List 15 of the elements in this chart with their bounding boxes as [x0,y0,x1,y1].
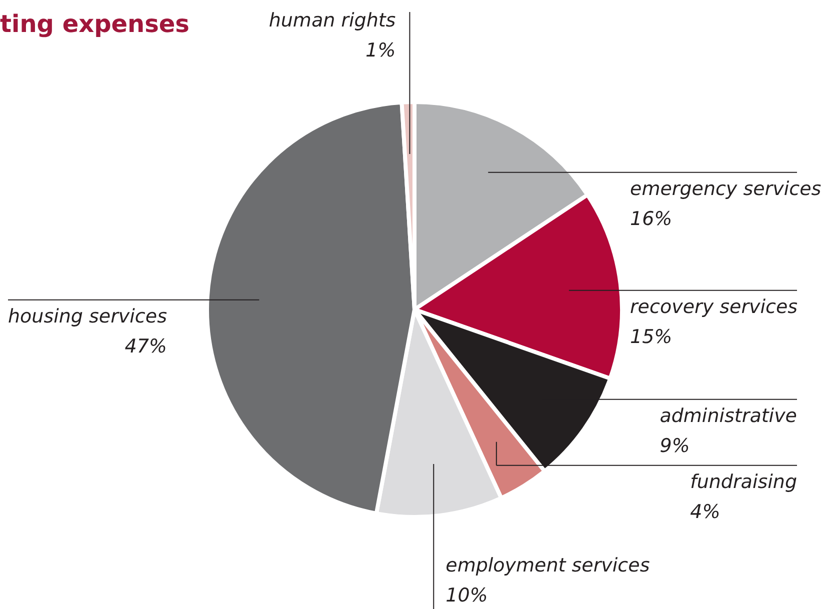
slice-label: administrative [660,404,798,427]
data-label: 9% [660,434,690,457]
chart-title: ting expenses [0,10,190,38]
data-label: 16% [630,208,672,230]
slice-label: recovery services [630,296,798,318]
data-label: 1% [366,39,396,62]
data-label: 47% [124,335,167,358]
data-label: 10% [446,584,488,606]
slice-label: emergency services [630,178,822,200]
slice-label: human rights [268,9,396,32]
data-label: 15% [630,326,672,348]
data-label: 4% [690,500,720,523]
slice-label: employment services [446,554,650,576]
slice-label: fundraising [690,470,798,493]
slice-label: housing services [8,305,168,328]
